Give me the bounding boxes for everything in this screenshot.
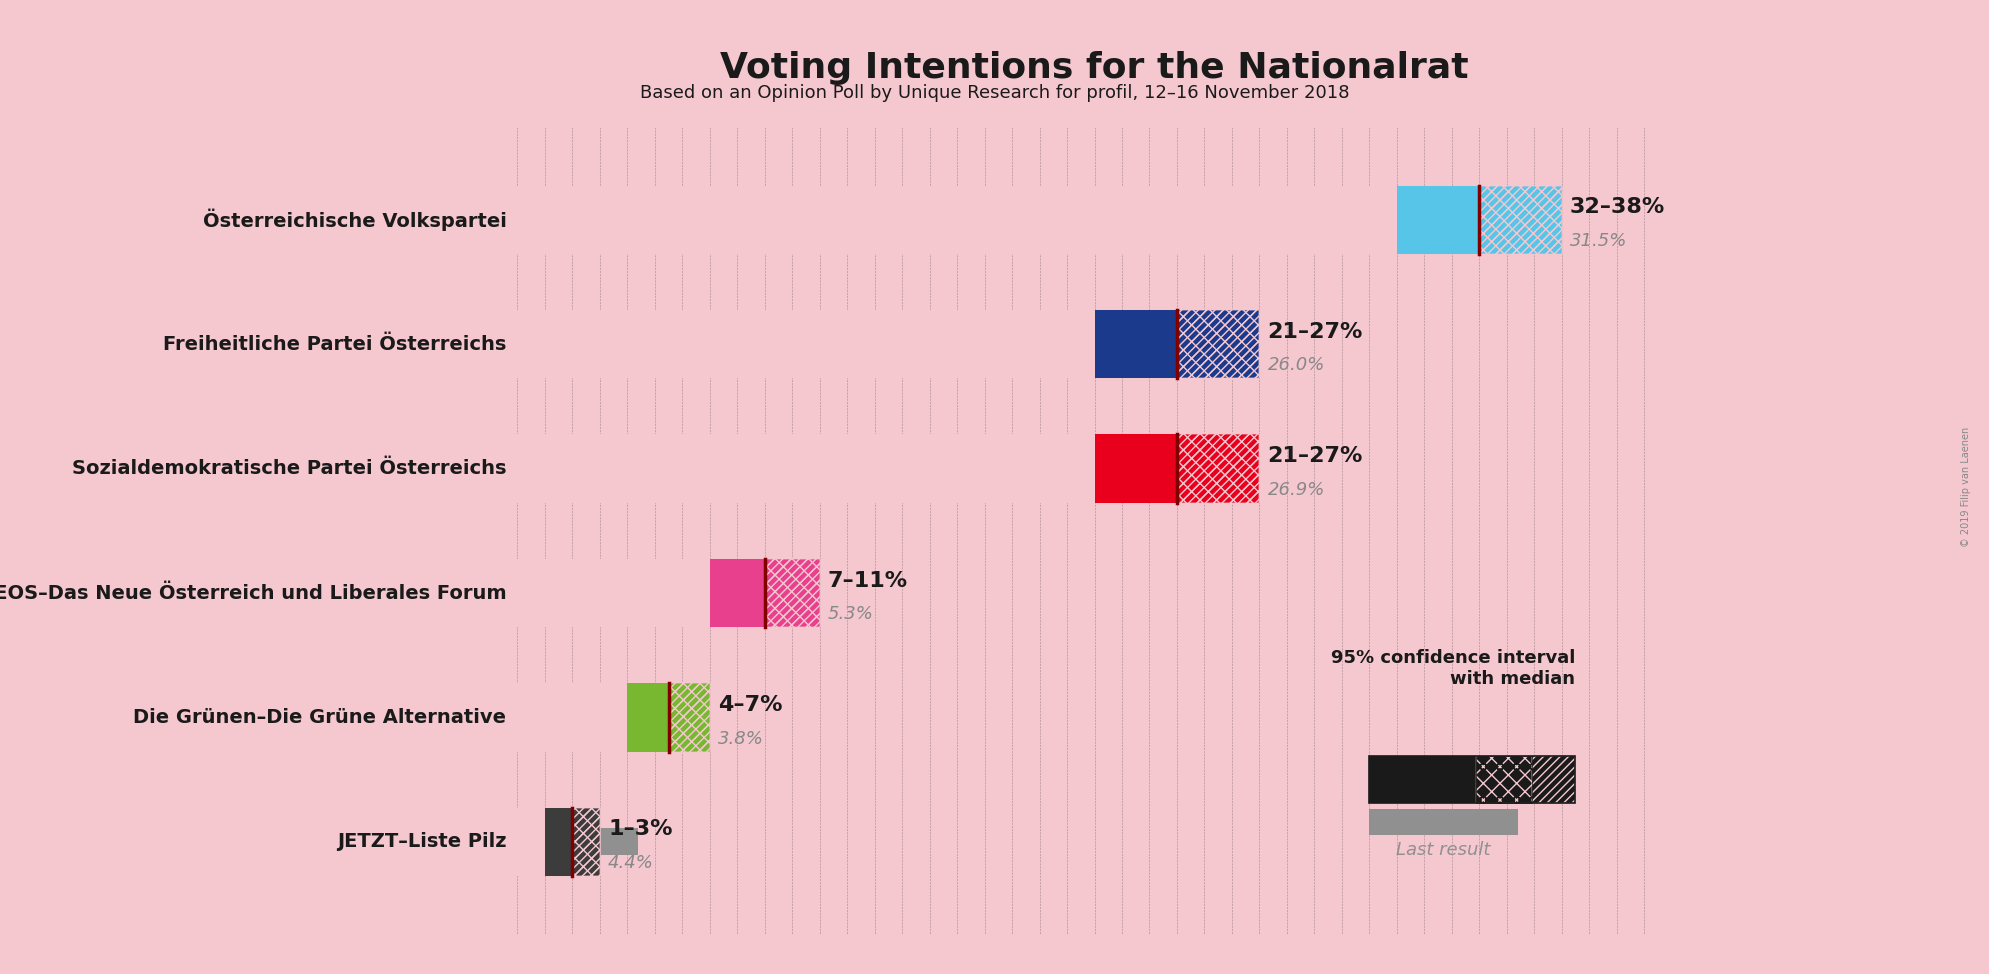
Text: Based on an Opinion Poll by Unique Research for profil, 12–16 November 2018: Based on an Opinion Poll by Unique Resea… — [640, 84, 1349, 101]
Bar — [1478, 186, 1561, 254]
Bar — [1175, 310, 1259, 379]
Bar — [573, 807, 599, 876]
Bar — [1175, 434, 1259, 503]
Bar — [545, 807, 599, 876]
Text: 21–27%: 21–27% — [1267, 446, 1362, 467]
Bar — [517, 330, 1231, 358]
Text: Österreichische Volkspartei: Österreichische Volkspartei — [203, 208, 505, 231]
Text: JETZT–Liste Pilz: JETZT–Liste Pilz — [336, 832, 505, 851]
Bar — [517, 807, 599, 876]
Bar — [1478, 186, 1561, 254]
Text: 4–7%: 4–7% — [718, 695, 782, 715]
Bar — [764, 559, 819, 627]
Bar — [764, 559, 819, 627]
Bar — [517, 186, 1561, 254]
Bar — [1175, 310, 1259, 379]
Bar — [1175, 434, 1259, 503]
Bar — [573, 807, 599, 876]
Bar — [1478, 186, 1561, 254]
Bar — [517, 434, 1094, 503]
Bar — [1175, 310, 1259, 379]
Bar — [1368, 756, 1476, 804]
Bar — [1175, 434, 1259, 503]
Bar — [1368, 809, 1518, 835]
Text: Die Grünen–Die Grüne Alternative: Die Grünen–Die Grüne Alternative — [133, 708, 505, 727]
Bar — [517, 683, 710, 752]
Bar — [627, 683, 710, 752]
Bar — [1396, 186, 1561, 254]
Bar — [1175, 310, 1259, 379]
Bar — [668, 683, 710, 752]
Text: Last result: Last result — [1396, 841, 1490, 859]
Bar — [517, 807, 545, 876]
Bar — [710, 559, 819, 627]
Title: Voting Intentions for the Nationalrat: Voting Intentions for the Nationalrat — [720, 51, 1468, 85]
Bar — [627, 683, 710, 752]
Text: Sozialdemokratische Partei Österreichs: Sozialdemokratische Partei Österreichs — [72, 459, 505, 478]
Bar — [710, 559, 819, 627]
Bar — [764, 559, 819, 627]
Bar — [573, 807, 599, 876]
Text: 1–3%: 1–3% — [609, 819, 672, 840]
Text: 21–27%: 21–27% — [1267, 321, 1362, 342]
Text: © 2019 Filip van Laenen: © 2019 Filip van Laenen — [1959, 427, 1971, 547]
Bar — [517, 310, 1094, 379]
Bar — [668, 683, 710, 752]
Bar — [668, 683, 710, 752]
Bar — [1175, 434, 1259, 503]
Bar — [517, 206, 1382, 234]
Text: 7–11%: 7–11% — [827, 571, 907, 590]
Bar — [1094, 310, 1259, 379]
Bar — [517, 559, 710, 627]
Text: 26.9%: 26.9% — [1267, 481, 1325, 499]
Bar — [1476, 756, 1532, 804]
Text: 31.5%: 31.5% — [1569, 232, 1627, 250]
Bar — [1175, 434, 1259, 503]
Bar — [517, 559, 819, 627]
Bar — [668, 683, 710, 752]
Bar — [517, 186, 1396, 254]
Bar — [517, 828, 638, 855]
Bar — [573, 807, 599, 876]
Bar — [517, 703, 621, 731]
Text: 4.4%: 4.4% — [609, 854, 654, 872]
Bar — [517, 434, 1259, 503]
Bar — [1476, 756, 1532, 804]
Bar — [517, 683, 627, 752]
Bar — [1175, 434, 1259, 503]
Text: 95% confidence interval
with median: 95% confidence interval with median — [1331, 649, 1575, 688]
Bar — [517, 580, 662, 607]
Bar — [1094, 310, 1259, 379]
Text: 3.8%: 3.8% — [718, 730, 764, 747]
Text: 26.0%: 26.0% — [1267, 356, 1325, 374]
Bar — [1094, 434, 1259, 503]
Bar — [764, 559, 819, 627]
Bar — [1478, 186, 1561, 254]
Bar — [668, 683, 710, 752]
Bar — [668, 683, 710, 752]
Bar — [1532, 756, 1575, 804]
Bar — [1478, 186, 1561, 254]
Text: Freiheitliche Partei Österreichs: Freiheitliche Partei Österreichs — [163, 335, 505, 354]
Text: NEOS–Das Neue Österreich und Liberales Forum: NEOS–Das Neue Österreich und Liberales F… — [0, 583, 505, 603]
Bar — [764, 559, 819, 627]
Bar — [764, 559, 819, 627]
Bar — [545, 807, 599, 876]
Bar — [573, 807, 599, 876]
Bar — [573, 807, 599, 876]
Bar — [1396, 186, 1561, 254]
Bar — [1094, 434, 1259, 503]
Bar — [1368, 756, 1575, 804]
Bar — [517, 310, 1259, 379]
Bar — [1478, 186, 1561, 254]
Text: 32–38%: 32–38% — [1569, 198, 1665, 217]
Bar — [517, 455, 1255, 482]
Bar — [1175, 310, 1259, 379]
Bar — [1175, 310, 1259, 379]
Text: 5.3%: 5.3% — [827, 605, 873, 623]
